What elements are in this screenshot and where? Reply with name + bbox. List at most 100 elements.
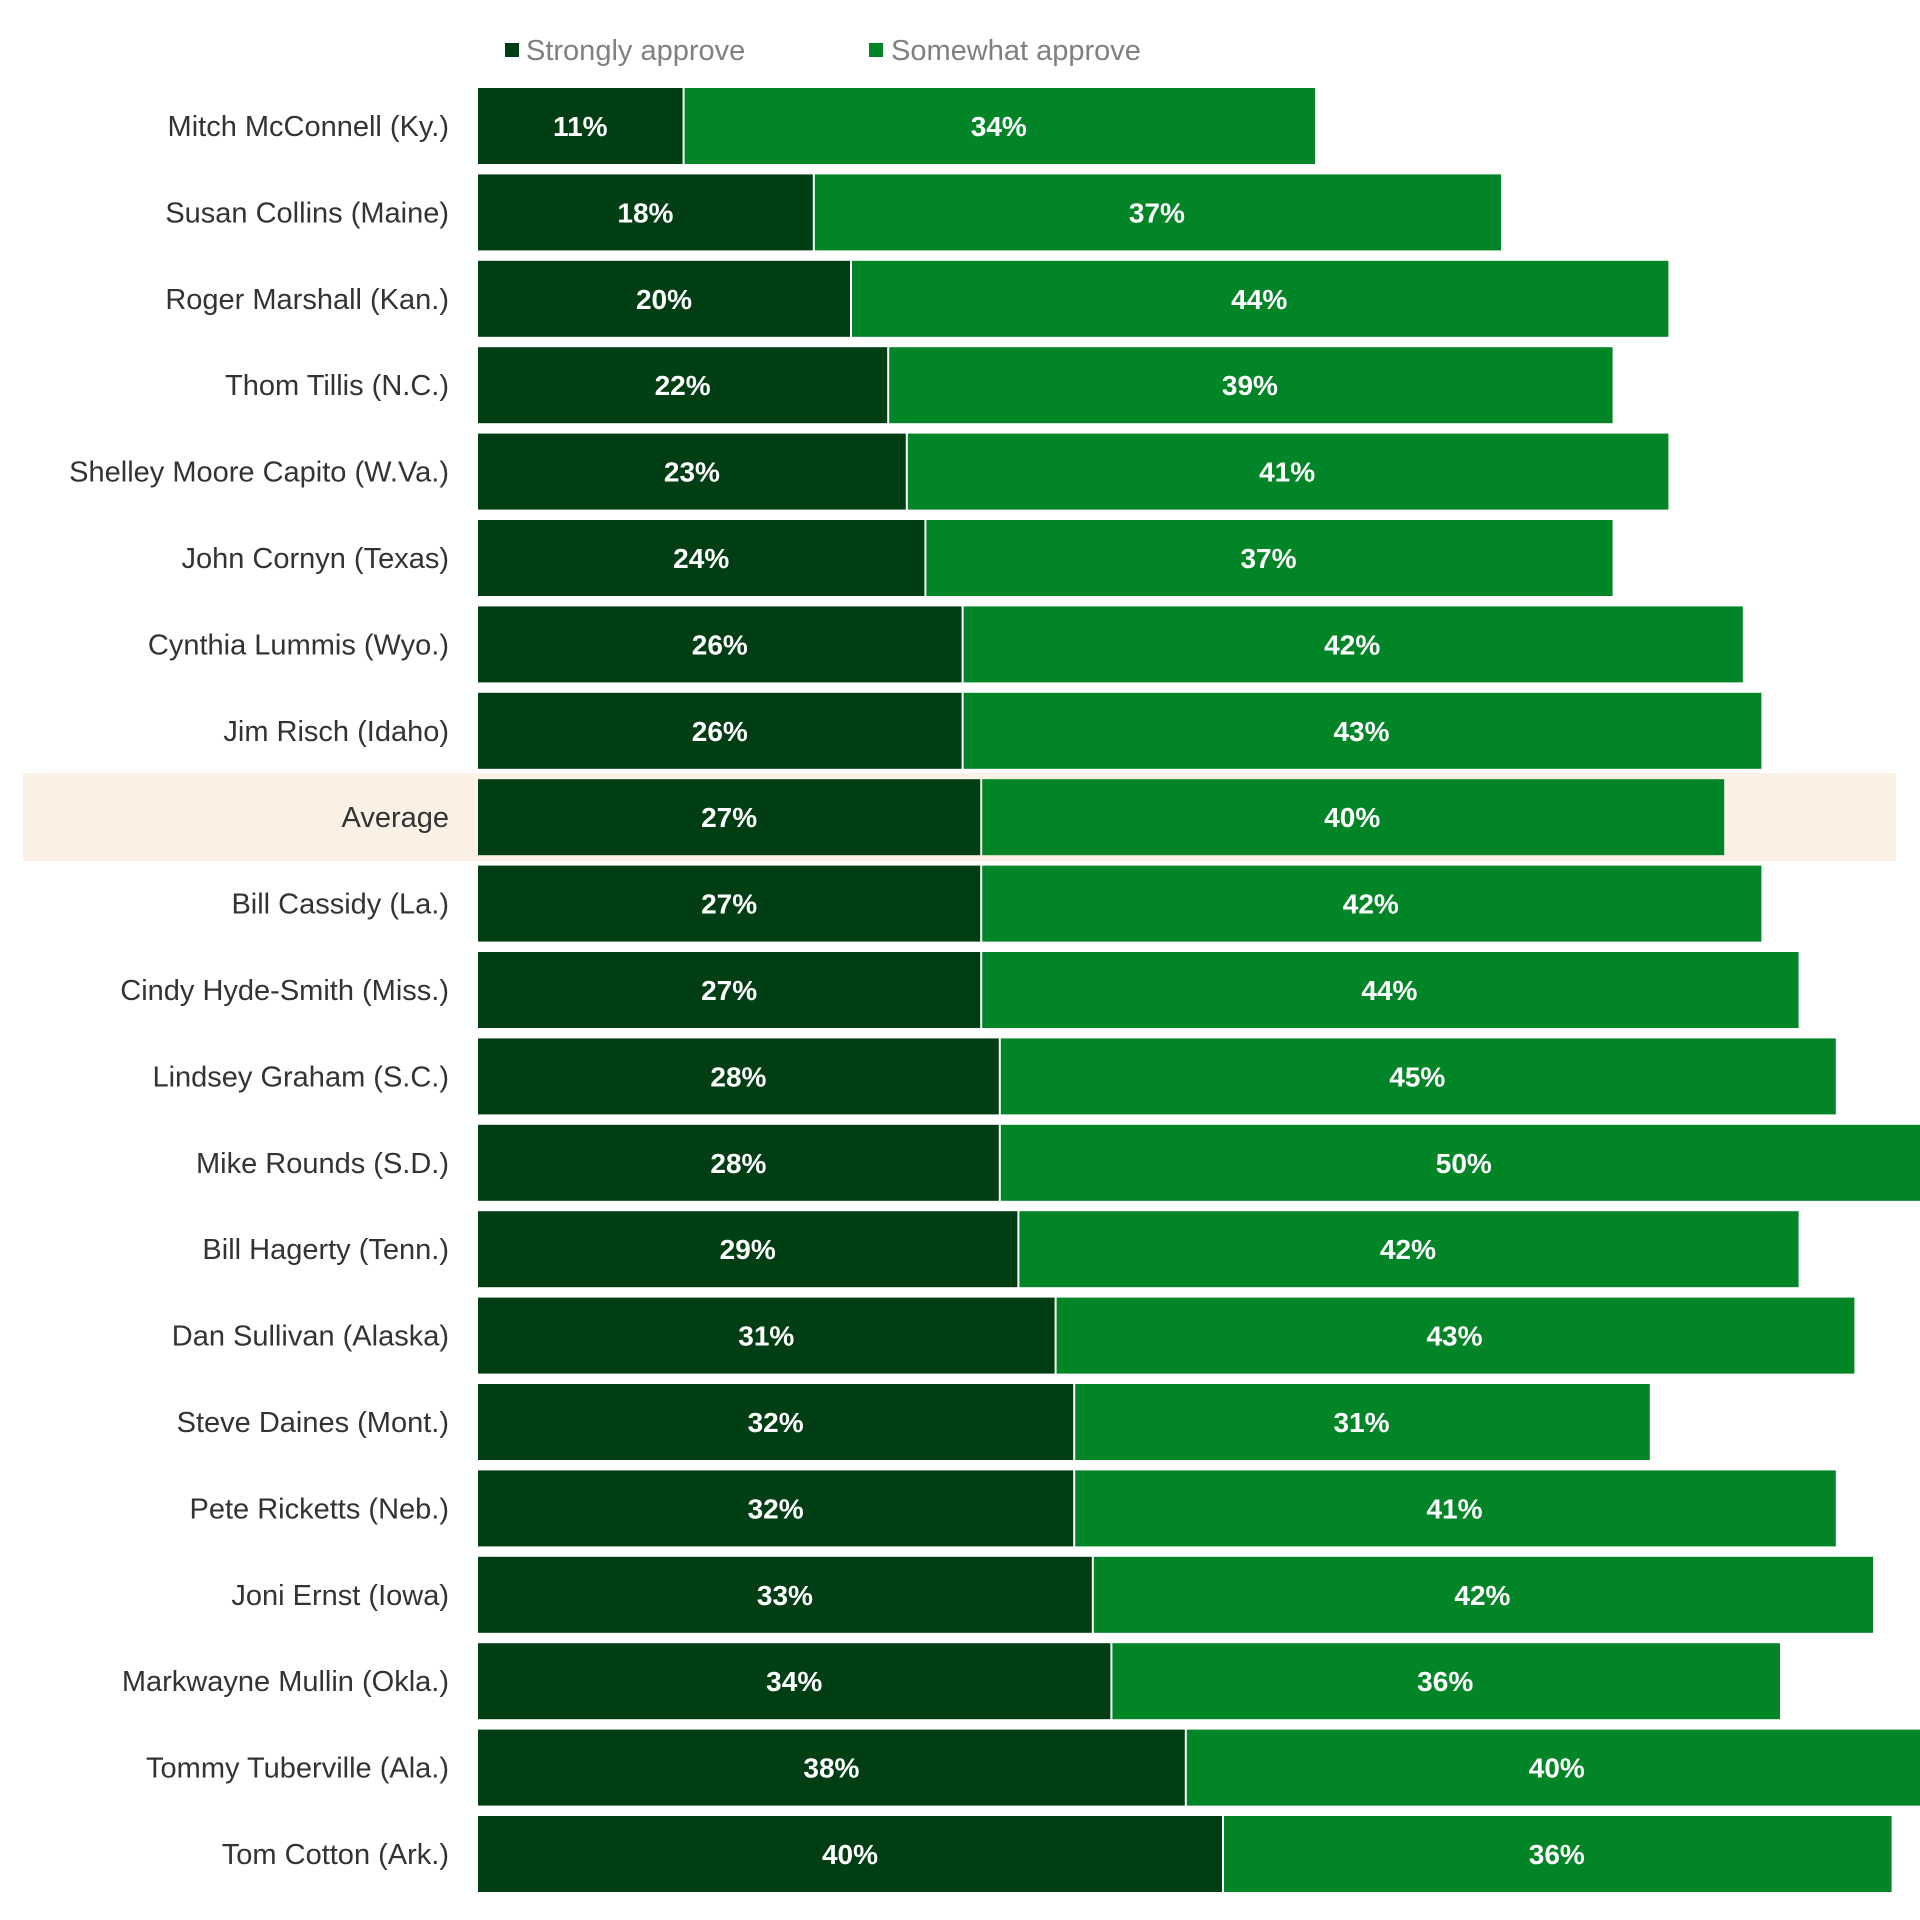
value-label-somewhat-approve: 44%	[1231, 284, 1287, 315]
value-label-somewhat-approve: 41%	[1426, 1493, 1482, 1524]
value-label-strongly-approve: 24%	[673, 543, 729, 574]
bar-somewhat-approve	[982, 865, 1762, 942]
bar-strongly-approve	[478, 174, 813, 251]
bar-somewhat-approve	[1019, 1211, 1799, 1288]
bar-somewhat-approve	[889, 347, 1613, 424]
value-label-somewhat-approve: 37%	[1240, 543, 1296, 574]
value-label-strongly-approve: 20%	[636, 284, 692, 315]
bar-strongly-approve	[478, 520, 925, 596]
category-label: Markwayne Mullin (Okla.)	[122, 1666, 449, 1698]
value-label-somewhat-approve: 36%	[1417, 1666, 1473, 1697]
value-label-somewhat-approve: 42%	[1324, 629, 1380, 660]
bar-strongly-approve	[478, 952, 981, 1028]
bar-somewhat-approve	[982, 952, 1799, 1028]
value-label-somewhat-approve: 50%	[1436, 1148, 1492, 1179]
category-label: Tommy Tuberville (Ala.)	[146, 1753, 449, 1785]
value-label-somewhat-approve: 43%	[1333, 716, 1389, 747]
bar-strongly-approve	[478, 1816, 1222, 1892]
bar-strongly-approve	[478, 88, 683, 164]
legend-swatch-strongly-approve	[505, 43, 519, 57]
bar-strongly-approve	[478, 865, 981, 942]
bar-somewhat-approve	[1224, 1816, 1892, 1892]
category-label: Jim Risch (Idaho)	[223, 716, 449, 748]
value-label-somewhat-approve: 34%	[971, 111, 1027, 142]
value-label-strongly-approve: 22%	[655, 370, 711, 401]
value-label-strongly-approve: 27%	[701, 889, 757, 920]
category-label: John Cornyn (Texas)	[181, 543, 449, 575]
bar-strongly-approve	[478, 1038, 999, 1115]
bar-strongly-approve	[478, 1384, 1074, 1460]
value-label-strongly-approve: 32%	[748, 1407, 804, 1438]
category-label: Bill Cassidy (La.)	[231, 889, 449, 921]
value-label-strongly-approve: 28%	[710, 1148, 766, 1179]
value-label-somewhat-approve: 41%	[1259, 457, 1315, 488]
category-label: Bill Hagerty (Tenn.)	[202, 1234, 449, 1266]
value-label-somewhat-approve: 42%	[1343, 889, 1399, 920]
bar-strongly-approve	[478, 1556, 1092, 1633]
value-label-strongly-approve: 32%	[748, 1493, 804, 1524]
bar-strongly-approve	[478, 1211, 1018, 1288]
category-label: Pete Ricketts (Neb.)	[190, 1493, 449, 1525]
value-label-strongly-approve: 34%	[766, 1666, 822, 1697]
bar-somewhat-approve	[963, 692, 1762, 769]
bar-somewhat-approve	[1075, 1470, 1836, 1547]
value-label-strongly-approve: 26%	[692, 629, 748, 660]
bar-strongly-approve	[478, 260, 850, 337]
bar-strongly-approve	[478, 779, 981, 856]
bar-somewhat-approve	[852, 260, 1669, 337]
category-label: Cynthia Lummis (Wyo.)	[148, 629, 449, 661]
category-label: Mitch McConnell (Ky.)	[168, 111, 449, 143]
category-label: Roger Marshall (Kan.)	[165, 284, 449, 316]
value-label-strongly-approve: 38%	[803, 1753, 859, 1784]
bar-strongly-approve	[478, 1643, 1111, 1720]
category-label: Shelley Moore Capito (W.Va.)	[69, 457, 449, 489]
value-label-somewhat-approve: 42%	[1454, 1580, 1510, 1611]
value-label-strongly-approve: 18%	[617, 197, 673, 228]
bar-strongly-approve	[478, 606, 962, 683]
value-label-strongly-approve: 31%	[738, 1321, 794, 1352]
category-label: Steve Daines (Mont.)	[177, 1407, 449, 1439]
category-label: Thom Tillis (N.C.)	[225, 370, 449, 402]
bar-somewhat-approve	[684, 88, 1315, 164]
value-label-somewhat-approve: 42%	[1380, 1234, 1436, 1265]
bar-strongly-approve	[478, 692, 962, 769]
value-label-strongly-approve: 28%	[710, 1061, 766, 1092]
category-label: Lindsey Graham (S.C.)	[152, 1061, 449, 1093]
value-label-strongly-approve: 11%	[553, 111, 608, 142]
value-label-strongly-approve: 33%	[757, 1580, 813, 1611]
category-label: Susan Collins (Maine)	[165, 197, 449, 229]
bar-somewhat-approve	[926, 520, 1613, 596]
value-label-somewhat-approve: 45%	[1389, 1061, 1445, 1092]
bar-somewhat-approve	[1000, 1038, 1836, 1115]
value-label-somewhat-approve: 40%	[1324, 802, 1380, 833]
value-label-somewhat-approve: 36%	[1529, 1839, 1585, 1870]
value-label-somewhat-approve: 44%	[1361, 975, 1417, 1006]
value-label-somewhat-approve: 39%	[1222, 370, 1278, 401]
bar-strongly-approve	[478, 433, 906, 510]
bar-somewhat-approve	[982, 779, 1725, 856]
legend-swatch-somewhat-approve	[869, 43, 883, 57]
value-label-somewhat-approve: 40%	[1529, 1753, 1585, 1784]
value-label-strongly-approve: 27%	[701, 975, 757, 1006]
bar-strongly-approve	[478, 1729, 1185, 1806]
value-label-somewhat-approve: 37%	[1129, 197, 1185, 228]
bar-somewhat-approve	[1112, 1643, 1780, 1720]
bar-somewhat-approve	[1075, 1384, 1650, 1460]
value-label-strongly-approve: 26%	[692, 716, 748, 747]
category-label: Mike Rounds (S.D.)	[196, 1148, 449, 1180]
bar-strongly-approve	[478, 347, 888, 424]
bar-strongly-approve	[478, 1124, 999, 1201]
legend-label-somewhat-approve: Somewhat approve	[891, 35, 1141, 67]
bar-somewhat-approve	[814, 174, 1501, 251]
category-label: Cindy Hyde-Smith (Miss.)	[120, 975, 449, 1007]
category-label: Dan Sullivan (Alaska)	[172, 1321, 449, 1353]
value-label-strongly-approve: 40%	[822, 1839, 878, 1870]
bar-somewhat-approve	[1186, 1729, 1920, 1806]
bar-somewhat-approve	[1093, 1556, 1873, 1633]
value-label-somewhat-approve: 43%	[1426, 1321, 1482, 1352]
bar-strongly-approve	[478, 1470, 1074, 1547]
bar-somewhat-approve	[963, 606, 1743, 683]
value-label-strongly-approve: 27%	[701, 802, 757, 833]
bar-strongly-approve	[478, 1297, 1055, 1374]
